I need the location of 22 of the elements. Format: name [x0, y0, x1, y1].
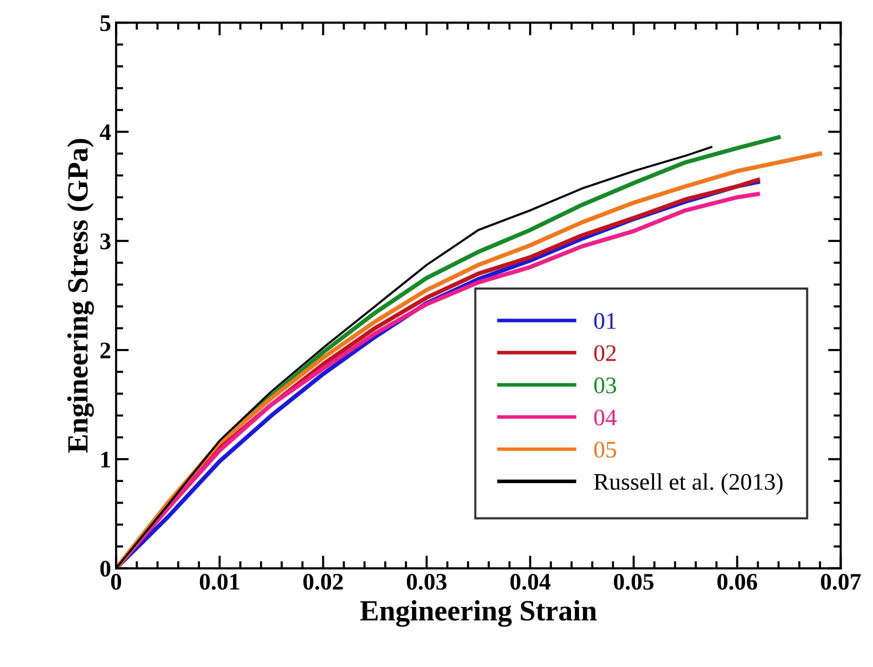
- y-tick-label: 1: [101, 452, 110, 468]
- y-tick-label: 2: [100, 342, 110, 358]
- legend-label: 01: [594, 313, 616, 329]
- x-tick-label: 0.01: [200, 574, 240, 590]
- y-axis-title: Engineering Stress (GPa): [67, 139, 94, 453]
- x-tick-label: 0.06: [717, 574, 758, 590]
- y-tick-label: 5: [100, 15, 110, 32]
- y-tick-label: 0: [100, 560, 110, 577]
- y-tick-label: 4: [100, 124, 111, 140]
- x-tick-label: 0.07: [820, 574, 861, 590]
- x-axis-title: Engineering Strain: [360, 600, 597, 627]
- x-tick-label: 0.02: [303, 574, 343, 590]
- legend-label: 02: [594, 345, 616, 362]
- legend-label: 04: [594, 410, 617, 426]
- x-tick-label: 0.03: [406, 574, 446, 590]
- x-tick-label: 0: [111, 574, 122, 590]
- x-tick-label: 0.05: [614, 574, 654, 590]
- legend-label: 03: [594, 377, 616, 394]
- x-tick-label: 0.04: [510, 574, 550, 590]
- y-tick-label: 3: [100, 233, 110, 250]
- legend-label: Russell et al. (2013): [594, 473, 783, 495]
- legend-label: 05: [594, 442, 616, 458]
